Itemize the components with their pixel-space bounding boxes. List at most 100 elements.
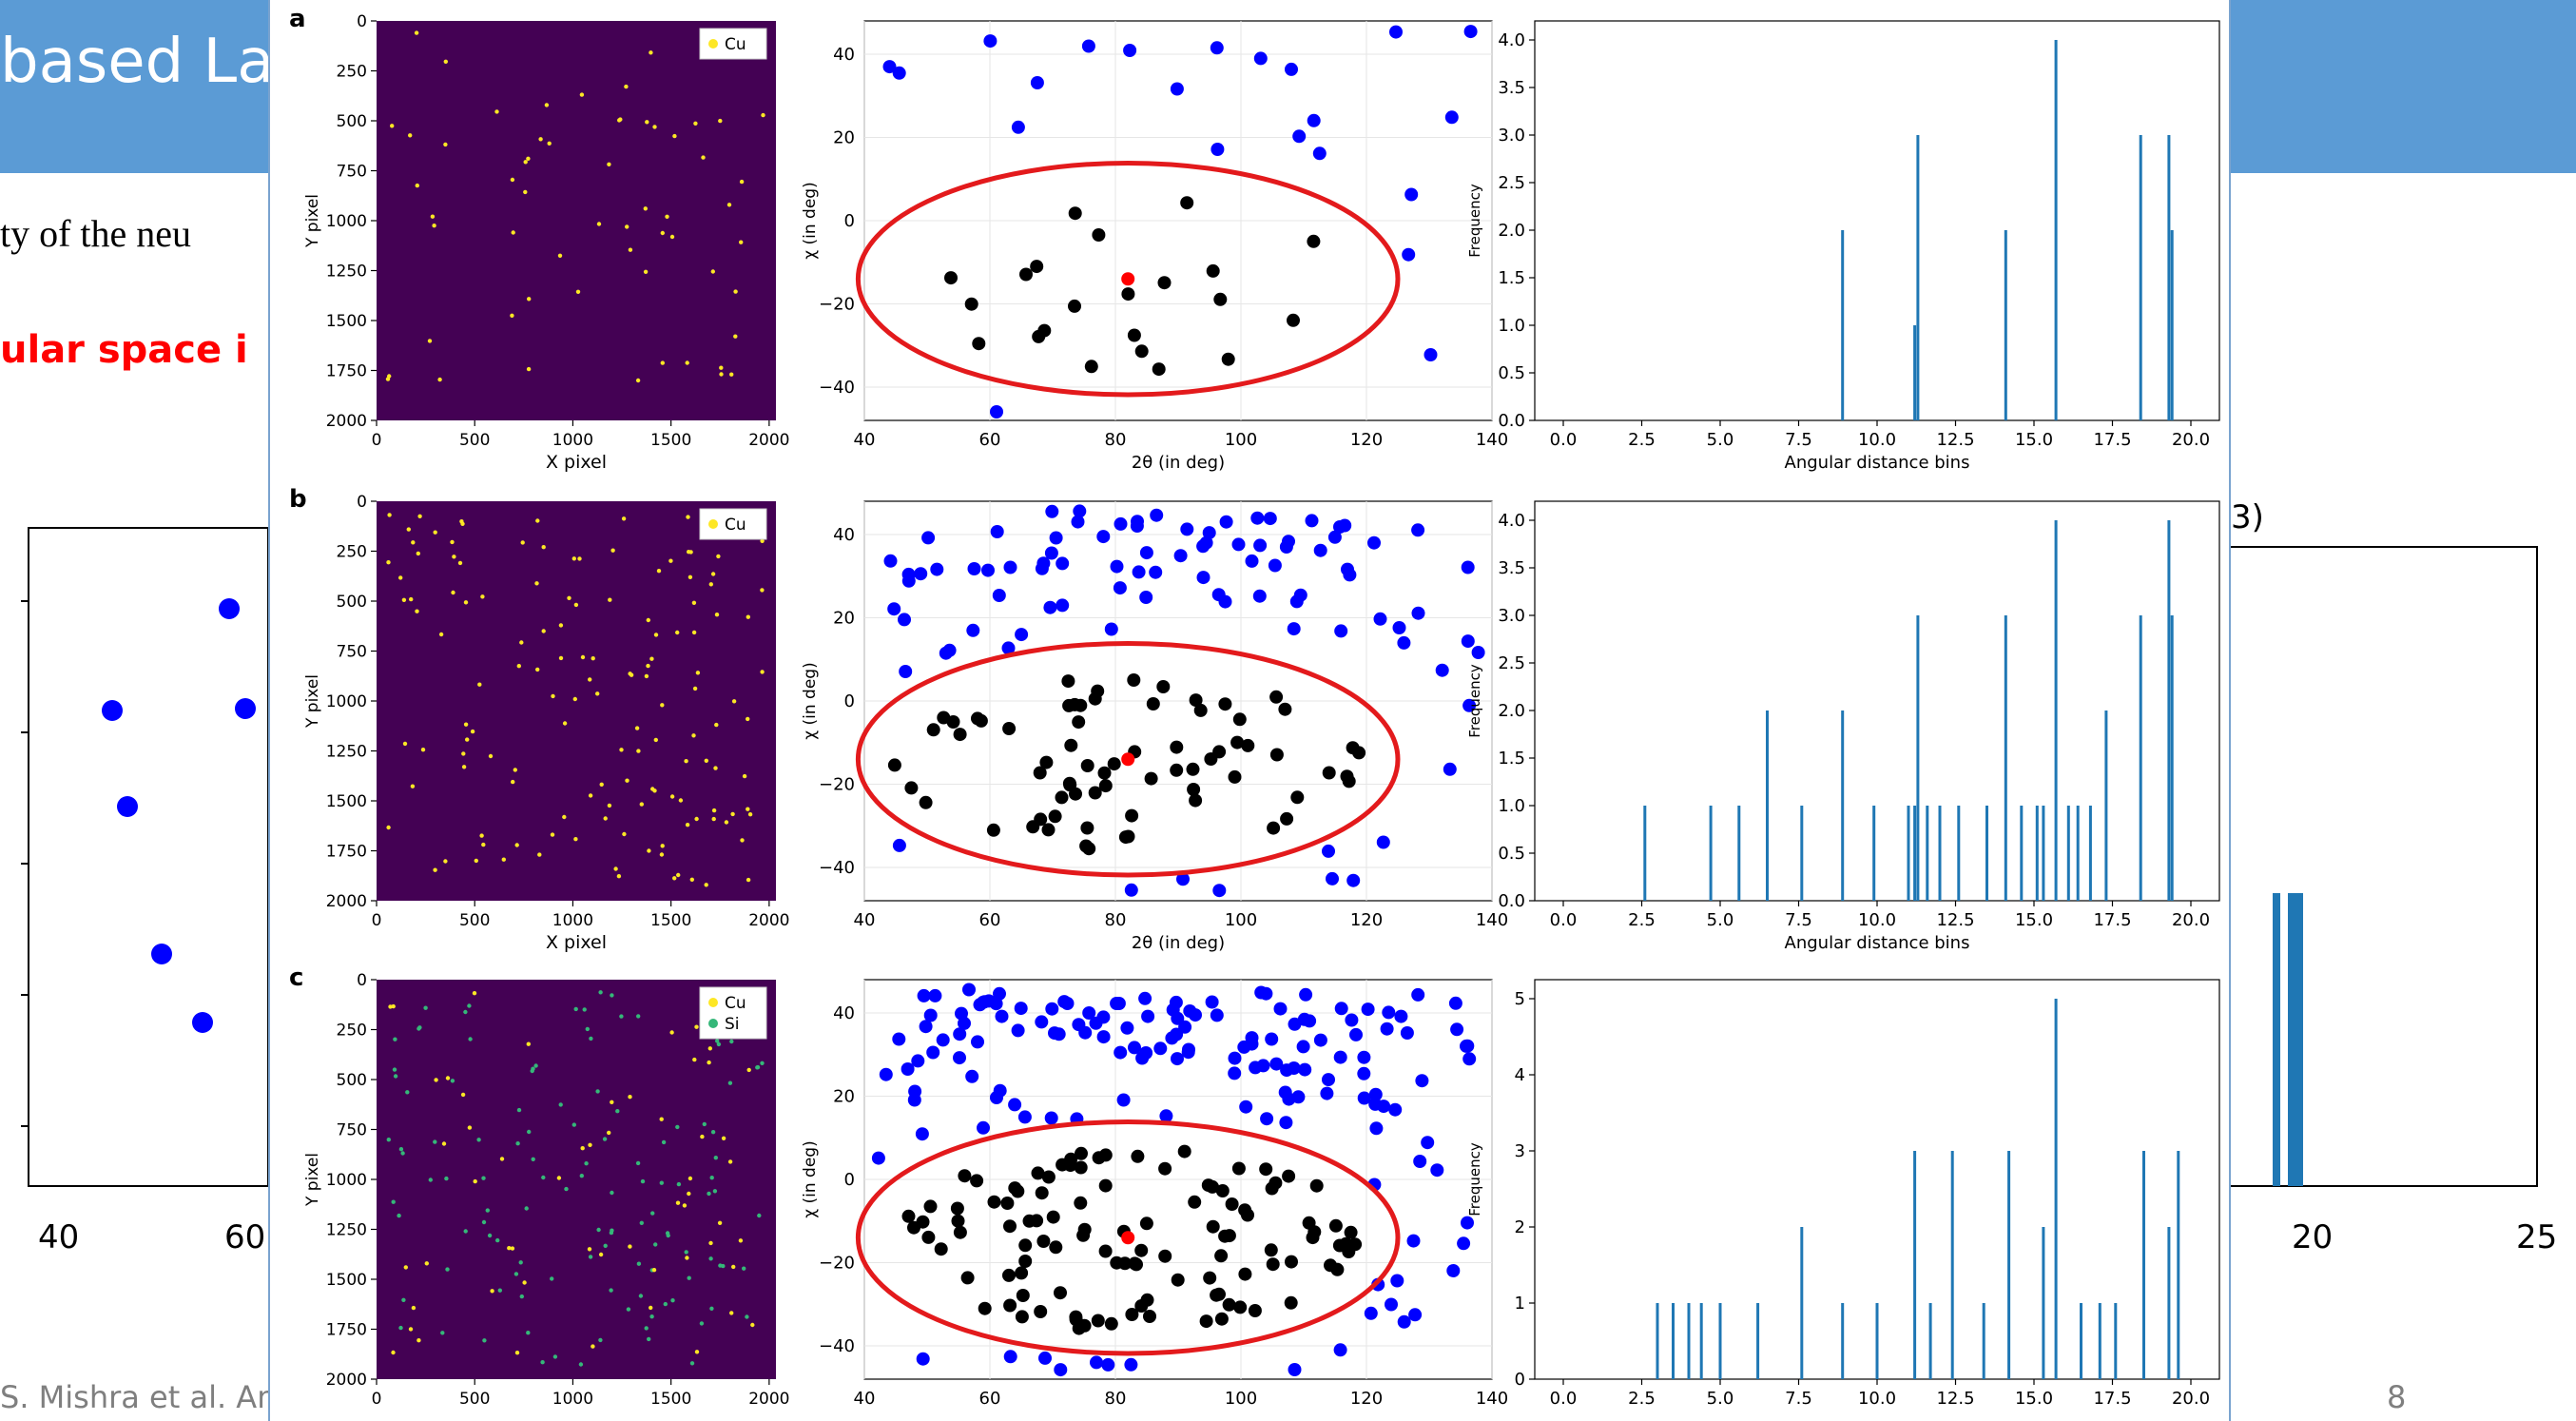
polar-point-blue [1257,1059,1270,1072]
polar-point-blue [1288,622,1301,635]
histogram-x-tick-label: 10.0 [1858,430,1896,450]
laue-spot [439,633,443,636]
polar-point-blue [977,1121,990,1135]
histogram-bar [1656,1303,1659,1379]
laue-spot [650,1211,654,1215]
polar-point-black [1125,809,1138,823]
laue-spot [474,1179,477,1183]
background-left-tick-label: 60 [224,1218,265,1256]
laue-spot [653,1242,657,1246]
histogram-x-tick-label: 20.0 [2172,1389,2210,1409]
laue-spot [708,1256,712,1260]
laue-spot [444,60,448,64]
polar-point-blue [1150,509,1163,522]
polar-x-tick-label: 80 [1105,430,1127,450]
laue-spot [657,569,661,573]
laue-spot [482,1338,486,1342]
polar-point-blue [1140,546,1153,559]
laue-spot [562,815,566,819]
polar-point-black [1085,360,1098,373]
histogram-y-tick-label: 0.5 [1498,844,1525,864]
polar-point-blue [1171,1012,1184,1025]
polar-point-black [1187,783,1200,796]
laue-spot [628,1244,631,1248]
laue-spot [709,582,713,586]
polar-point-black [1099,1245,1113,1258]
laue-y-tick-label: 500 [337,112,367,131]
laue-y-axis-label: Y pixel [303,1153,322,1207]
polar-point-blue [1335,1002,1348,1015]
polar-point-black [1042,1171,1056,1184]
figure-row-b: bCu0250500750100012501500175020000 500 100… [289,485,2219,953]
laue-spot [574,1007,578,1011]
laue-spot [513,768,517,771]
polar-y-axis-label: χ (in deg) [801,662,820,739]
laue-y-tick-label: 0 [357,493,367,512]
laue-spot [425,1261,429,1265]
laue-spot [660,1118,664,1121]
laue-spot [729,1040,733,1043]
polar-y-axis-label: χ (in deg) [801,182,820,259]
laue-spot [507,1246,511,1250]
polar-point-blue [1131,519,1144,533]
laue-spot [387,513,391,516]
polar-point-blue [1246,555,1259,568]
histogram-y-tick-label: 2.5 [1498,653,1525,673]
laue-spot [398,1326,402,1330]
polar-point-blue [1314,544,1327,557]
polar-point-blue [1269,559,1282,573]
polar-point-blue [968,562,981,575]
polar-point-blue [1292,129,1306,143]
histogram-bar [2055,40,2058,420]
laue-spot [700,1321,704,1325]
polar-point-blue [1212,884,1226,897]
polar-point-blue [916,1127,929,1140]
laue-spot [610,1191,613,1195]
laue-spot [525,1206,529,1210]
laue-spot [579,1362,583,1366]
laue-spot [387,1138,391,1141]
laue-spot [417,515,421,518]
histogram-y-tick-label: 2 [1515,1217,1525,1237]
laue-y-tick-label: 1000 [326,692,367,711]
laue-spot [591,1344,594,1348]
panel-label: b [289,485,307,514]
polar-point-black [1323,767,1336,780]
laue-spot [746,878,750,882]
laue-spot [714,723,718,727]
polar-point-blue [1183,1004,1196,1018]
histogram-bar [1841,1303,1844,1379]
background-right-tick-label: 20 [2292,1218,2333,1256]
laue-x-tick-label: 0 [372,1390,382,1409]
histogram-bar [2171,230,2174,420]
laue-spot [462,765,466,769]
histogram-bar [1908,806,1910,901]
polar-point-blue [1445,110,1459,124]
laue-spot [511,780,514,784]
laue-spot [731,1265,735,1269]
polar-point-black [1180,196,1193,209]
polar-point-black [1267,822,1280,835]
polar-y-tick-label: −20 [819,775,855,795]
polar-point-black [961,1271,975,1284]
polar-point-blue [1424,348,1438,361]
laue-spot [598,990,602,994]
laue-spot [517,664,521,668]
polar-x-tick-label: 80 [1105,910,1127,930]
polar-point-blue [1265,1033,1278,1046]
polar-point-black [1233,712,1247,726]
polar-point-blue [1228,1066,1241,1080]
laue-legend-label: Si [725,1015,740,1034]
laue-spot [652,1268,656,1272]
polar-point-black [1140,1217,1153,1230]
polar-point-blue [1253,538,1267,552]
polar-point-blue [996,1010,1009,1023]
polar-point-black [1269,1177,1282,1190]
laue-spot [559,656,563,660]
histogram-bar [1800,1227,1803,1379]
laue-x-tick-label: 2000 [748,1390,789,1409]
polar-point-black [1134,1299,1148,1313]
polar-point-black [1068,300,1081,313]
polar-point-blue [1254,51,1268,65]
polar-y-tick-label: 0 [844,1170,855,1190]
